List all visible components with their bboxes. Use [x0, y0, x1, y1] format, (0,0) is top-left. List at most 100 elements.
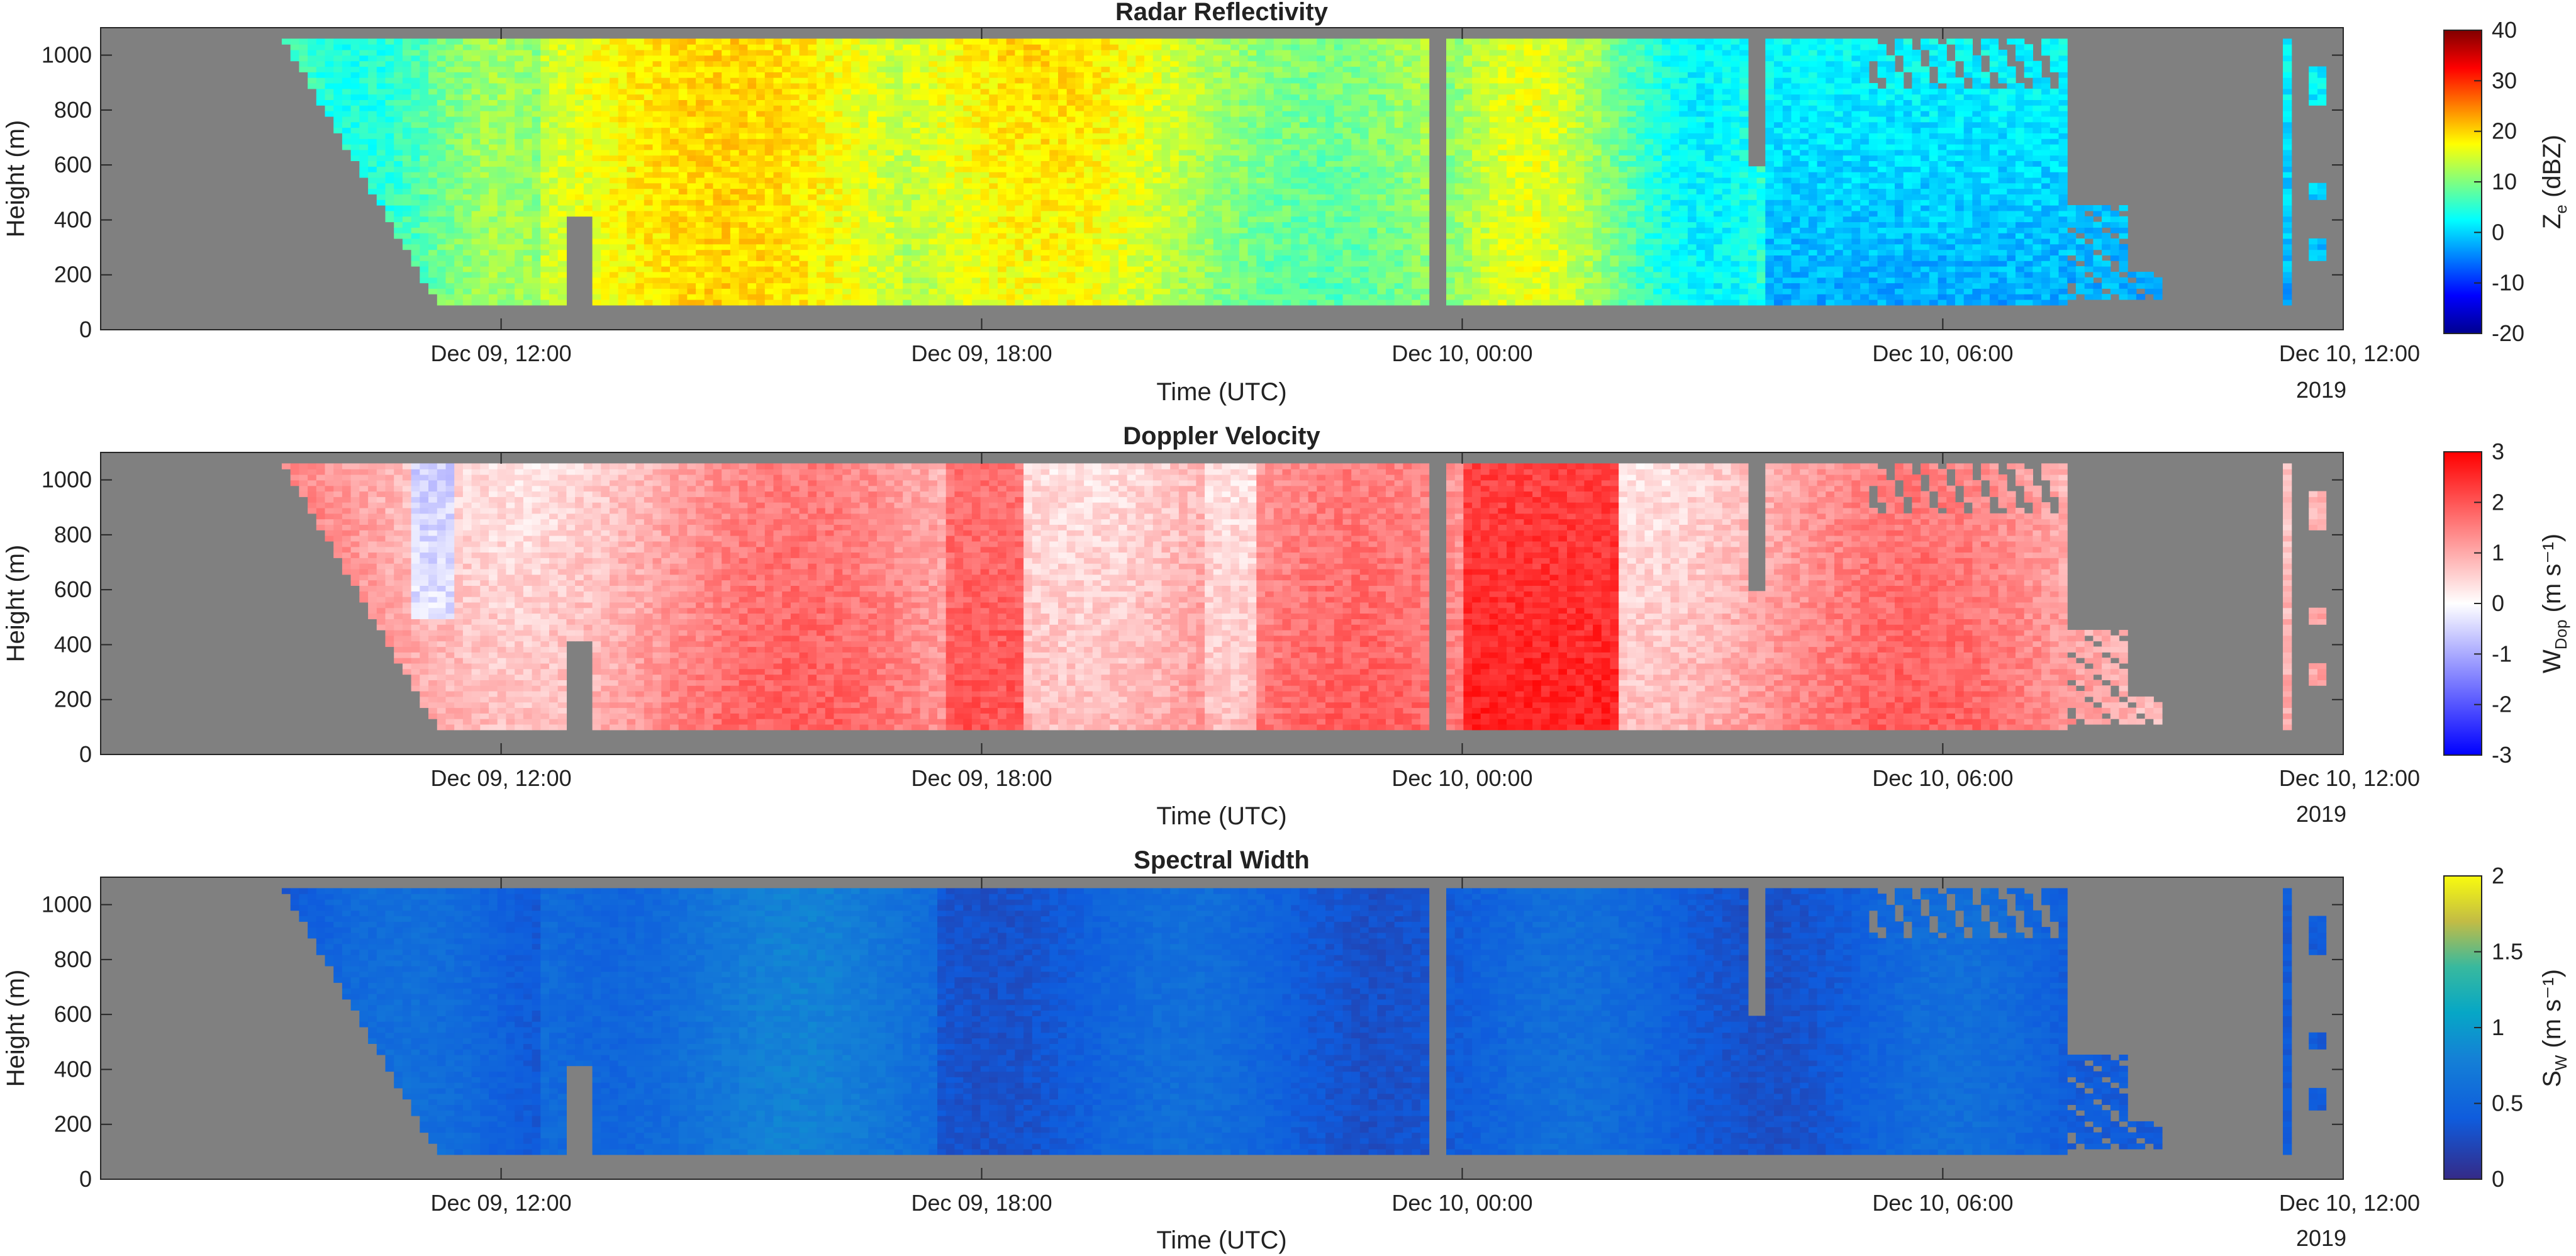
heatmap-cell: [842, 138, 851, 144]
heatmap-cell: [1041, 138, 1050, 144]
heatmap-cell: [411, 244, 420, 250]
heatmap-cell: [532, 288, 541, 294]
heatmap-cell: [515, 222, 523, 228]
heatmap-cell: [1084, 189, 1093, 194]
heatmap-cell: [1230, 272, 1239, 278]
heatmap-cell: [558, 278, 567, 283]
heatmap-cell: [420, 94, 428, 100]
heatmap-cell: [1049, 94, 1058, 100]
heatmap-cell: [1110, 183, 1118, 189]
heatmap-cell: [998, 177, 1006, 183]
heatmap-cell: [981, 216, 990, 222]
heatmap-cell: [549, 83, 558, 89]
heatmap-cell: [1205, 189, 1213, 194]
heatmap-cell: [515, 261, 523, 266]
heatmap-cell: [834, 300, 843, 305]
heatmap-cell: [386, 194, 394, 199]
heatmap-cell: [506, 94, 515, 100]
heatmap-cell: [489, 94, 498, 100]
heatmap-cell: [981, 177, 990, 183]
heatmap-cell: [937, 211, 946, 216]
heatmap-cell: [774, 205, 783, 211]
heatmap-cell: [498, 111, 506, 116]
heatmap-cell: [877, 216, 886, 222]
heatmap-cell: [1006, 61, 1015, 67]
heatmap-cell: [1067, 55, 1076, 61]
heatmap-cell: [532, 138, 541, 144]
heatmap-cell: [912, 67, 920, 72]
heatmap-cell: [386, 172, 394, 177]
heatmap-cell: [610, 250, 618, 255]
heatmap-cell: [1041, 128, 1050, 133]
heatmap-cell: [1248, 61, 1257, 67]
heatmap-cell: [506, 177, 515, 183]
heatmap-cell: [618, 233, 627, 238]
heatmap-cell: [713, 227, 722, 233]
heatmap-cell: [696, 283, 705, 289]
heatmap-cell: [1075, 183, 1084, 189]
heatmap-cell: [808, 116, 817, 122]
heatmap-cell: [747, 138, 756, 144]
heatmap-cell: [618, 177, 627, 183]
heatmap-cell: [1188, 77, 1196, 83]
heatmap-cell: [782, 50, 791, 55]
heatmap-cell: [463, 194, 472, 199]
heatmap-cell: [989, 161, 998, 167]
heatmap-cell: [722, 183, 730, 189]
heatmap-cell: [834, 255, 843, 261]
heatmap-cell: [920, 122, 929, 128]
heatmap-cell: [1230, 122, 1239, 128]
heatmap-cell: [1239, 288, 1248, 294]
heatmap-cell: [1153, 261, 1162, 266]
heatmap-cell: [1084, 116, 1093, 122]
heatmap-cell: [774, 133, 783, 138]
heatmap-cell: [928, 194, 937, 199]
heatmap-cell: [687, 272, 696, 278]
heatmap-cell: [808, 72, 817, 77]
heatmap-cell: [498, 38, 506, 44]
heatmap-cell: [523, 116, 532, 122]
heatmap-cell: [817, 133, 825, 138]
heatmap-cell: [1170, 261, 1179, 266]
heatmap-cell: [1023, 128, 1032, 133]
heatmap-cell: [403, 77, 411, 83]
heatmap-cell: [558, 233, 567, 238]
heatmap-cell: [989, 155, 998, 161]
heatmap-cell: [1153, 294, 1162, 300]
heatmap-cell: [437, 266, 446, 272]
heatmap-cell: [532, 144, 541, 150]
heatmap-cell: [498, 44, 506, 50]
heatmap-cell: [428, 89, 437, 94]
heatmap-cell: [1213, 255, 1222, 261]
heatmap-cell: [1058, 38, 1067, 44]
heatmap-cell: [506, 150, 515, 155]
heatmap-cell: [1093, 44, 1101, 50]
heatmap-cell: [549, 50, 558, 55]
heatmap-cell: [333, 72, 342, 77]
heatmap-cell: [359, 144, 368, 150]
heatmap-cell: [1196, 183, 1205, 189]
heatmap-cell: [808, 61, 817, 67]
heatmap-cell: [635, 238, 644, 244]
heatmap-cell: [713, 83, 722, 89]
heatmap-cell: [593, 83, 601, 89]
heatmap-cell: [532, 172, 541, 177]
heatmap-cell: [1135, 116, 1144, 122]
heatmap-cell: [1041, 38, 1050, 44]
heatmap-cell: [868, 216, 877, 222]
heatmap-cell: [463, 77, 472, 83]
heatmap-cell: [998, 272, 1006, 278]
heatmap-cell: [1256, 244, 1265, 250]
heatmap-cell: [1015, 238, 1023, 244]
heatmap-cell: [480, 266, 489, 272]
heatmap-cell: [532, 199, 541, 205]
heatmap-cell: [730, 105, 739, 111]
heatmap-cell: [791, 150, 800, 155]
heatmap-cell: [610, 38, 618, 44]
heatmap-cell: [1205, 244, 1213, 250]
heatmap-cell: [394, 194, 403, 199]
heatmap-cell: [558, 55, 567, 61]
heatmap-cell: [920, 194, 929, 199]
heatmap-cell: [411, 233, 420, 238]
heatmap-cell: [1058, 238, 1067, 244]
